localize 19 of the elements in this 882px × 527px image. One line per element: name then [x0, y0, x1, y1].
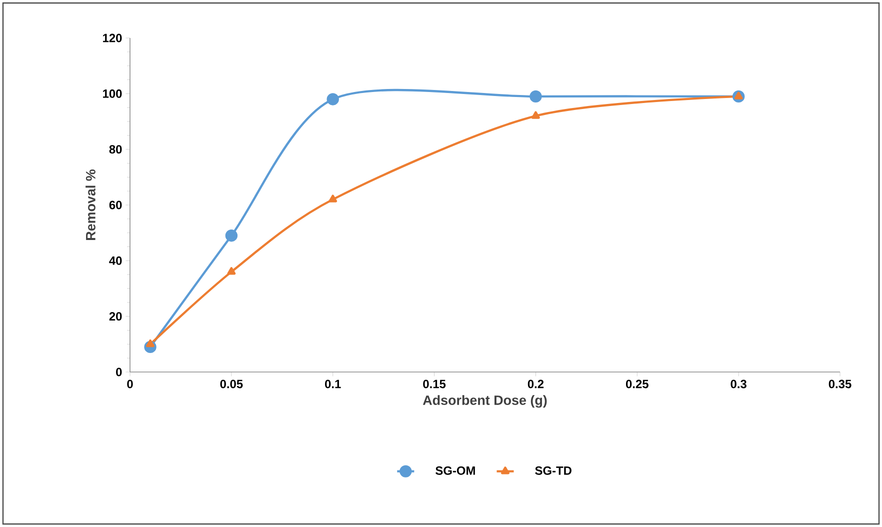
- x-tick-label: 0: [127, 380, 133, 388]
- y-axis-title: Removal %: [86, 169, 96, 240]
- x-tick-label: 0.05: [220, 380, 243, 388]
- legend-label: SG-OM: [436, 466, 475, 475]
- y-tick-label: 60: [109, 200, 122, 210]
- x-axis-title: Adsorbent Dose (g): [422, 395, 547, 408]
- x-tick-label: 0.35: [828, 380, 852, 388]
- y-tick-label: 120: [103, 34, 122, 42]
- legend-label: SG-TD: [535, 466, 572, 475]
- y-tick-label: 20: [109, 312, 122, 321]
- y-tick-label: 100: [103, 89, 122, 98]
- x-tick-label: 0.15: [423, 380, 446, 388]
- y-tick-label: 40: [109, 256, 122, 265]
- x-tick-label: 0.25: [626, 380, 648, 388]
- x-tick-label: 0.3: [730, 380, 746, 388]
- x-tick-label: 0.2: [528, 380, 544, 388]
- y-tick-label: 0: [116, 368, 122, 376]
- x-tick-label: 0.1: [325, 380, 341, 388]
- y-tick-label: 80: [109, 145, 122, 154]
